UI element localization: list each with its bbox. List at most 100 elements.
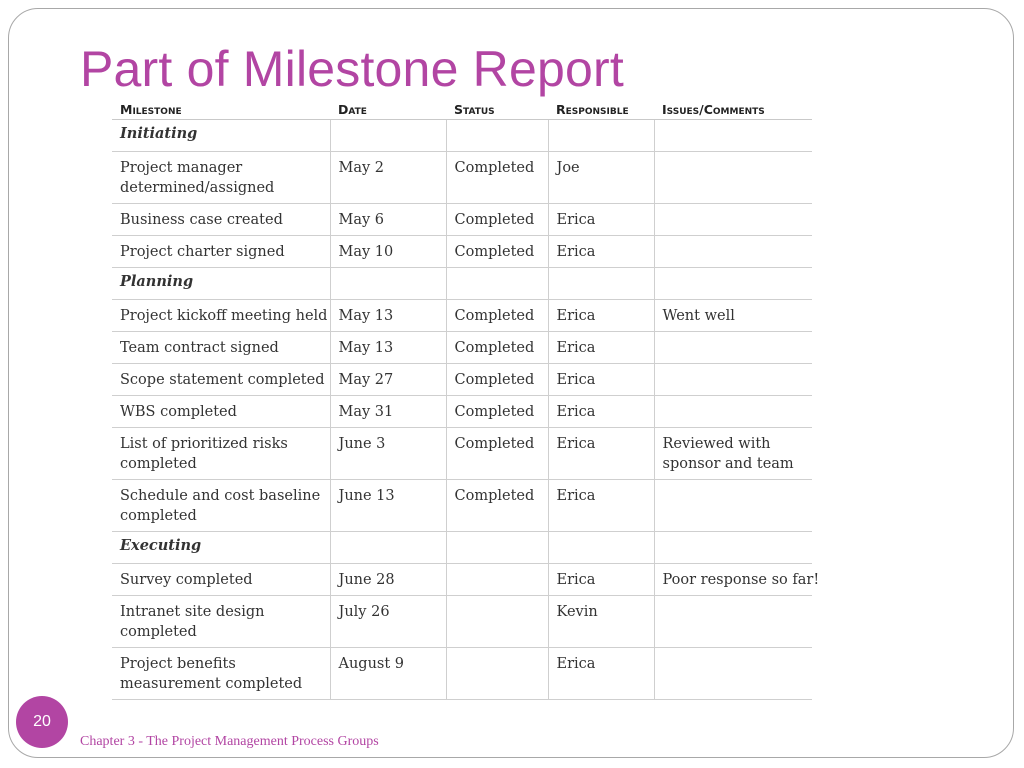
date-cell (329, 531, 446, 564)
comments-cell (653, 395, 812, 428)
comments-cell (653, 203, 812, 236)
responsible-cell: Erica (547, 203, 654, 236)
table-row: Project kickoff meeting held May 13 Comple… (112, 299, 812, 332)
status-cell: Completed (445, 151, 548, 204)
responsible-cell: Erica (547, 235, 654, 268)
status-cell: Completed (445, 299, 548, 332)
table-row: Intranet site design completed July 26 Kevi… (112, 595, 812, 648)
responsible-cell: Erica (547, 647, 654, 700)
date-cell: June 13 (329, 479, 446, 532)
date-cell: May 27 (329, 363, 446, 396)
milestone-cell: Business case created (112, 203, 330, 236)
responsible-cell (547, 119, 654, 152)
status-cell (445, 563, 548, 596)
milestone-cell: Intranet site design completed (112, 595, 330, 648)
responsible-cell: Erica (547, 395, 654, 428)
status-cell: Completed (445, 363, 548, 396)
status-cell: Completed (445, 331, 548, 364)
milestone-cell: Planning (112, 267, 330, 300)
comments-cell (653, 235, 812, 268)
header-issues-comments: Issues/Comments (654, 99, 812, 120)
date-cell: May 10 (329, 235, 446, 268)
table-row: Scope statement completed May 27 Completed… (112, 363, 812, 396)
header-status: Status (446, 99, 548, 120)
table-row: Business case created May 6 Completed Erica (112, 203, 812, 236)
status-cell: Completed (445, 395, 548, 428)
page-number-badge: 20 (16, 696, 68, 748)
responsible-cell: Erica (547, 563, 654, 596)
comments-cell (653, 119, 812, 152)
comments-cell (653, 647, 812, 700)
comments-cell (653, 595, 812, 648)
status-cell (445, 531, 548, 564)
responsible-cell: Erica (547, 427, 654, 480)
milestone-cell: List of prioritized risks completed (112, 427, 330, 480)
table-row: Survey completed June 28 Erica Poor respons… (112, 563, 819, 596)
status-cell: Completed (445, 235, 548, 268)
responsible-cell: Erica (547, 299, 654, 332)
slide-title: Part of Milestone Report (80, 41, 624, 97)
date-cell (329, 267, 446, 300)
table-body: Initiating Project manager determined/assi… (112, 119, 819, 700)
milestone-cell: Initiating (112, 119, 330, 152)
date-cell: May 13 (329, 299, 446, 332)
phase-row: Initiating (112, 119, 812, 152)
header-date: Date (330, 99, 446, 120)
milestone-cell: Project charter signed (112, 235, 330, 268)
table-row: Schedule and cost baseline completed June … (112, 479, 812, 532)
responsible-cell: Joe (547, 151, 654, 204)
responsible-cell: Erica (547, 363, 654, 396)
comments-cell (653, 267, 812, 300)
header-responsible: Responsible (548, 99, 654, 120)
status-cell: Completed (445, 203, 548, 236)
responsible-cell: Erica (547, 479, 654, 532)
milestone-cell: Survey completed (112, 563, 330, 596)
milestone-table: Milestone Date Status Responsible Issues… (112, 99, 819, 700)
status-cell (445, 647, 548, 700)
status-cell (445, 595, 548, 648)
table-row: Team contract signed May 13 Completed Erica (112, 331, 812, 364)
date-cell: May 2 (329, 151, 446, 204)
milestone-cell: Scope statement completed (112, 363, 330, 396)
milestone-cell: Project kickoff meeting held (112, 299, 330, 332)
date-cell (329, 119, 446, 152)
table-header-row: Milestone Date Status Responsible Issues… (112, 99, 812, 120)
date-cell: May 31 (329, 395, 446, 428)
responsible-cell: Kevin (547, 595, 654, 648)
header-milestone: Milestone (112, 99, 330, 120)
responsible-cell (547, 531, 654, 564)
comments-cell (653, 531, 812, 564)
milestone-cell: Executing (112, 531, 330, 564)
comments-cell: Poor response so far! (653, 563, 819, 596)
comments-cell (653, 363, 812, 396)
comments-cell (653, 331, 812, 364)
responsible-cell (547, 267, 654, 300)
date-cell: July 26 (329, 595, 446, 648)
date-cell: May 13 (329, 331, 446, 364)
table-row: WBS completed May 31 Completed Erica (112, 395, 812, 428)
table-row: Project charter signed May 10 Completed Eri… (112, 235, 812, 268)
responsible-cell: Erica (547, 331, 654, 364)
date-cell: June 28 (329, 563, 446, 596)
status-cell: Completed (445, 427, 548, 480)
date-cell: June 3 (329, 427, 446, 480)
comments-cell (653, 151, 812, 204)
date-cell: August 9 (329, 647, 446, 700)
milestone-cell: Project benefits measurement completed (112, 647, 330, 700)
status-cell (445, 119, 548, 152)
status-cell (445, 267, 548, 300)
phase-row: Executing (112, 531, 812, 564)
table-row: List of prioritized risks completed June 3… (112, 427, 812, 480)
comments-cell (653, 479, 812, 532)
comments-cell: Went well (653, 299, 812, 332)
footer-text: Chapter 3 - The Project Management Proce… (80, 734, 379, 749)
date-cell: May 6 (329, 203, 446, 236)
milestone-cell: WBS completed (112, 395, 330, 428)
table-row: Project benefits measurement completed Aug… (112, 647, 812, 700)
comments-cell: Reviewed with sponsor and team (653, 427, 812, 480)
milestone-cell: Project manager determined/assigned (112, 151, 330, 204)
milestone-cell: Schedule and cost baseline completed (112, 479, 330, 532)
status-cell: Completed (445, 479, 548, 532)
milestone-cell: Team contract signed (112, 331, 330, 364)
